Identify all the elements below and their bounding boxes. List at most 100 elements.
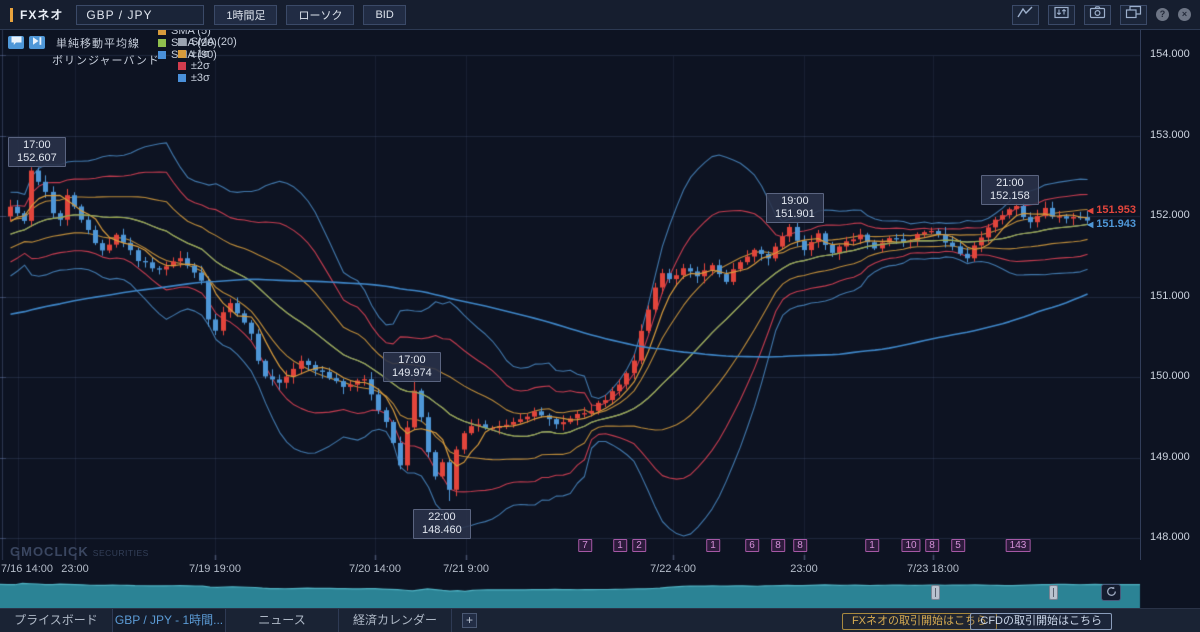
annotation-time: 22:00 xyxy=(428,511,456,523)
help-button[interactable]: ? xyxy=(1156,8,1169,21)
legend-title-sma: 単純移動平均線 xyxy=(56,37,140,50)
news-count-badge[interactable]: 8 xyxy=(793,539,807,552)
candlestick-chart-canvas[interactable] xyxy=(0,30,1140,560)
time-axis[interactable]: 7/16 14:00 23:00 7/19 19:00 7/20 14:00 7/21 … xyxy=(0,560,1200,578)
legend-swatch-icon xyxy=(177,73,186,82)
close-button[interactable]: × xyxy=(1178,8,1191,21)
legend-item[interactable]: ±2σ xyxy=(177,59,237,72)
jump-latest-button[interactable] xyxy=(29,36,45,49)
news-count-badge[interactable]: 1 xyxy=(706,539,720,552)
screenshot-button[interactable] xyxy=(1084,4,1111,25)
price-axis-label: 150.000 xyxy=(1150,370,1190,382)
annotation-time: 17:00 xyxy=(398,354,426,366)
annotation-price: 152.607 xyxy=(17,152,57,164)
news-count-badge[interactable]: 8 xyxy=(925,539,939,552)
price-type-button[interactable]: BID xyxy=(363,4,406,25)
news-count-badge[interactable]: 2 xyxy=(632,539,646,552)
legend-item[interactable]: ±3σ xyxy=(177,71,237,84)
annotation-time: 19:00 xyxy=(781,195,809,207)
tabs-holder: プライスボード GBP / JPY - 1時間... ニュース 経済カレンダー xyxy=(0,608,452,632)
price-axis-label: 148.000 xyxy=(1150,531,1190,543)
annotation-price: 152.158 xyxy=(990,190,1030,202)
price-value: 151.943 xyxy=(1096,218,1136,230)
price-axis-label: 152.000 xyxy=(1150,209,1190,221)
chart-style-icon xyxy=(1017,5,1034,24)
watermark-suffix: SECURITIES xyxy=(92,548,149,558)
price-pointer-icon: ◀ xyxy=(1087,220,1094,229)
tabbar-tab[interactable]: ニュース xyxy=(226,608,339,632)
navigator-minimap[interactable] xyxy=(0,578,1200,608)
fxneo-open-link[interactable]: FXネオの取引開始はこちら xyxy=(841,613,997,630)
time-axis-label: 23:00 xyxy=(61,563,89,575)
window-layout-icon xyxy=(1125,5,1142,24)
legend-swatch-icon xyxy=(177,49,186,58)
camera-icon xyxy=(1089,5,1106,24)
price-value: 151.953 xyxy=(1096,204,1136,216)
comment-bubble-button[interactable] xyxy=(8,36,24,49)
timeframe-button[interactable]: 1時間足 xyxy=(214,4,278,25)
price-annotation: 17:00 149.974 xyxy=(383,352,441,382)
tabbar-tab[interactable]: 経済カレンダー xyxy=(339,608,452,632)
news-count-badge[interactable]: 7 xyxy=(578,539,592,552)
legend-swatch-icon xyxy=(158,30,166,35)
watermark-brand: GMOCLICK xyxy=(10,544,89,559)
legend-items-bollinger: SMA (20) ±1σ ±2σ ±3σ xyxy=(177,35,253,84)
bottom-tabbar: プライスボード GBP / JPY - 1時間... ニュース 経済カレンダー + F… xyxy=(0,608,1200,632)
legend-swatch-icon xyxy=(158,50,166,59)
add-tab-button[interactable]: + xyxy=(462,613,477,628)
news-count-badge[interactable]: 5 xyxy=(951,539,965,552)
legend-item-label: SMA (5) xyxy=(171,30,211,37)
news-count-badge[interactable]: 1 xyxy=(865,539,879,552)
legend-item-label: ±2σ xyxy=(190,59,210,72)
legend-item[interactable]: ±1σ xyxy=(177,47,237,60)
price-pointer-icon: ◀ xyxy=(1087,206,1094,215)
legend-item-label: ±3σ xyxy=(190,71,210,84)
tabbar-tab[interactable]: GBP / JPY - 1時間... xyxy=(113,608,226,632)
legend-item-label: SMA (20) xyxy=(190,35,237,48)
time-axis-label: 23:00 xyxy=(790,563,818,575)
app-title: FXネオ xyxy=(20,8,64,22)
chart-style-button[interactable] xyxy=(1012,4,1039,25)
symbol-select-value: GBP / JPY xyxy=(86,7,153,22)
news-count-badge[interactable]: 6 xyxy=(745,539,759,552)
time-axis-label: 7/16 14:00 xyxy=(1,563,53,575)
price-axis-label: 151.000 xyxy=(1150,289,1190,302)
refresh-button[interactable] xyxy=(1101,584,1121,601)
legend-swatch-icon xyxy=(177,61,186,70)
price-annotation: 19:00 151.901 xyxy=(766,193,824,223)
price-axis-label: 154.000 xyxy=(1150,48,1190,60)
refresh-icon xyxy=(1106,584,1117,602)
navigator-handle[interactable] xyxy=(931,585,940,600)
annotation-price: 148.460 xyxy=(422,524,462,536)
window-layout-button[interactable] xyxy=(1120,4,1147,25)
legend-item[interactable]: SMA (5) xyxy=(158,30,217,37)
annotation-time: 17:00 xyxy=(23,139,51,151)
price-axis[interactable]: 154.000 153.000 152.000 151.000 150.000 149.0… xyxy=(1140,30,1200,560)
indicator-legend: 単純移動平均線 SMA (5) SMA (20) SMA (90) ボリンジャーバン… xyxy=(8,30,253,84)
tabbar-tab[interactable]: プライスボード xyxy=(0,608,113,632)
news-count-badge[interactable]: 10 xyxy=(901,539,921,552)
news-count-badge[interactable]: 8 xyxy=(771,539,785,552)
legend-item[interactable]: SMA (20) xyxy=(177,35,237,48)
annotation-price: 151.901 xyxy=(775,208,815,220)
chart-type-button[interactable]: ローソク xyxy=(286,4,355,25)
current-bid-price: ◀ 151.943 xyxy=(1087,218,1136,230)
save-layout-button[interactable] xyxy=(1048,4,1075,25)
help-icon: ? xyxy=(1159,9,1166,19)
legend-swatch-icon xyxy=(158,38,166,47)
comment-bubble-icon xyxy=(11,36,22,49)
legend-item-label: ±1σ xyxy=(190,47,210,60)
cfd-open-link[interactable]: CFDの取引開始はこちら xyxy=(970,613,1112,630)
price-axis-label: 153.000 xyxy=(1150,128,1190,141)
navigator-handle[interactable] xyxy=(1049,585,1058,600)
price-annotation: 21:00 152.158 xyxy=(981,175,1039,205)
close-icon: × xyxy=(1181,9,1188,19)
legend-title-bollinger: ボリンジャーバンド xyxy=(52,54,160,67)
symbol-select[interactable]: GBP / JPY xyxy=(76,4,205,25)
news-count-badge[interactable]: 1 xyxy=(613,539,627,552)
annotation-price: 149.974 xyxy=(392,367,432,379)
news-count-badge[interactable]: 143 xyxy=(1005,539,1031,552)
legend-swatch-icon xyxy=(177,37,186,46)
time-axis-label: 7/22 4:00 xyxy=(650,563,696,575)
